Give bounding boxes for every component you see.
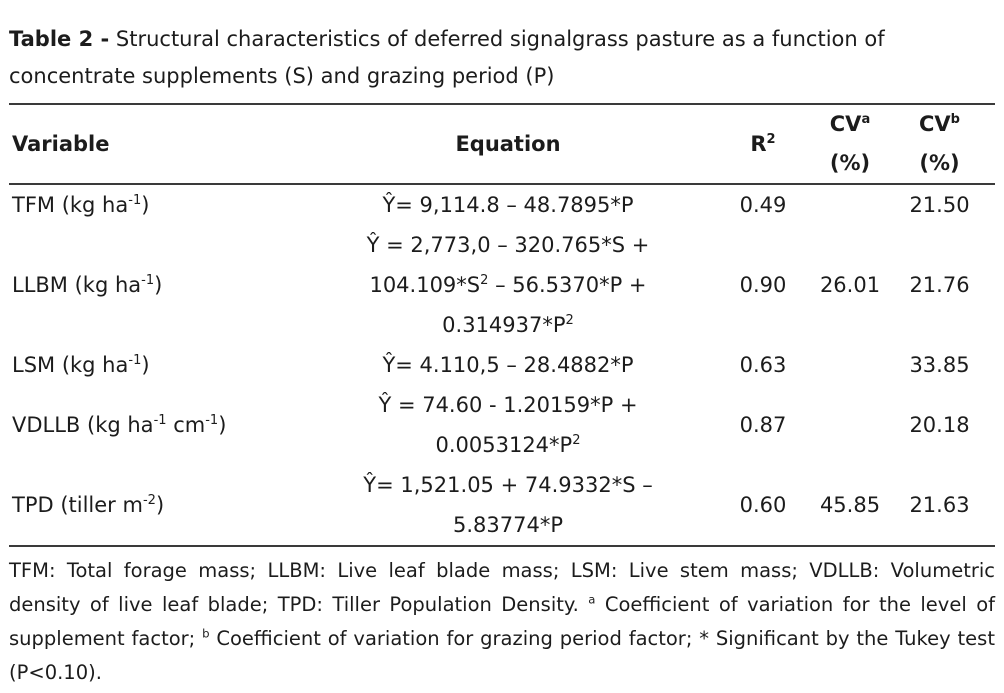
r2-cell: 0.63 xyxy=(739,353,787,377)
equation-cell: Ŷ= 1,521.05 + 74.9332*S – 5.83774*P xyxy=(296,465,720,546)
variable-text: LLBM (kg ha xyxy=(12,273,142,297)
equation-line: Ŷ = 74.60 - 1.20159*P + xyxy=(296,385,720,425)
equation-exponent: 2 xyxy=(480,273,489,288)
variable-text: VDLLB (kg ha xyxy=(12,413,154,437)
equation-text: 0.0053124*P xyxy=(435,433,573,457)
header-r2: R2 xyxy=(720,104,806,185)
variable-text: ) xyxy=(141,193,150,217)
header-cvb-superscript: b xyxy=(950,112,960,127)
table-footnote: TFM: Total forage mass; LLBM: Live leaf … xyxy=(9,547,995,690)
variable-text: ) xyxy=(154,273,163,297)
cvb-cell: 21.50 xyxy=(909,193,970,217)
equation-text: 0.314937*P xyxy=(442,313,566,337)
variable-exponent: -1 xyxy=(128,193,142,208)
variable-exponent: -1 xyxy=(141,273,155,288)
equation-text: 5.83774*P xyxy=(452,513,563,537)
equation-cell: Ŷ = 2,773,0 – 320.765*S + 104.109*S2 – 5… xyxy=(296,225,720,345)
header-cvb: CVb (%) xyxy=(894,104,995,185)
variable-text: ) xyxy=(141,353,150,377)
equation-line: 0.314937*P2 xyxy=(296,305,720,345)
equation-cell: Ŷ= 4.110,5 – 28.4882*P xyxy=(296,345,720,385)
footnote-superscript-a: a xyxy=(588,592,596,607)
cva-cell: 45.85 xyxy=(819,493,881,517)
equation-line: Ŷ = 2,773,0 – 320.765*S + xyxy=(296,225,720,265)
header-cva-base: CV xyxy=(829,112,862,136)
header-row: Variable Equation R2 CVa (%) CVb (%) xyxy=(9,104,995,185)
equation-text: Ŷ= 1,521.05 + 74.9332*S – xyxy=(363,473,653,497)
footnote-text: Coefficient of variation for grazing per… xyxy=(9,627,995,684)
header-variable: Variable xyxy=(9,104,296,185)
header-cva-label: CVa xyxy=(806,105,894,144)
cvb-cell: 20.18 xyxy=(909,413,970,437)
header-cva: CVa (%) xyxy=(806,104,894,185)
header-cvb-unit: (%) xyxy=(919,151,960,175)
equation-exponent: 2 xyxy=(572,433,581,448)
equation-line: Ŷ= 9,114.8 – 48.7895*P xyxy=(296,185,720,225)
equation-text: 104.109*S xyxy=(369,273,481,297)
variable-cell: TFM (kg ha-1) xyxy=(9,184,296,225)
table-row-lsm: LSM (kg ha-1) Ŷ= 4.110,5 – 28.4882*P 0.6… xyxy=(9,345,995,385)
variable-exponent: -2 xyxy=(142,493,156,508)
cva-cell xyxy=(806,184,894,225)
header-cva-superscript: a xyxy=(861,112,871,127)
equation-cell: Ŷ= 9,114.8 – 48.7895*P xyxy=(296,184,720,225)
header-r2-base: R xyxy=(750,131,767,156)
variable-text: ) xyxy=(155,493,165,517)
r2-cell: 0.60 xyxy=(739,493,787,517)
cva-cell xyxy=(806,385,894,465)
r2-cell: 0.90 xyxy=(739,273,787,297)
cvb-cell: 21.63 xyxy=(909,493,970,517)
table-row-tfm: TFM (kg ha-1) Ŷ= 9,114.8 – 48.7895*P 0.4… xyxy=(9,184,995,225)
table-row-vdllb: VDLLB (kg ha-1 cm-1) Ŷ = 74.60 - 1.20159… xyxy=(9,385,995,465)
equation-text: – 56.5370*P + xyxy=(488,273,647,297)
equation-cell: Ŷ = 74.60 - 1.20159*P + 0.0053124*P2 xyxy=(296,385,720,465)
table-caption-label: Table 2 - xyxy=(9,27,110,51)
equation-line: 5.83774*P xyxy=(296,505,720,545)
cvb-cell: 33.85 xyxy=(909,353,970,377)
table-row-llbm: LLBM (kg ha-1) Ŷ = 2,773,0 – 320.765*S +… xyxy=(9,225,995,345)
variable-exponent: -1 xyxy=(153,413,167,428)
results-table: Variable Equation R2 CVa (%) CVb (%) TFM… xyxy=(9,103,995,547)
variable-text: LSM (kg ha xyxy=(12,353,129,377)
cva-cell xyxy=(806,345,894,385)
cva-cell: 26.01 xyxy=(819,273,881,297)
header-equation: Equation xyxy=(296,104,720,185)
header-cva-unit: (%) xyxy=(829,151,871,175)
variable-exponent: -1 xyxy=(205,413,219,428)
variable-text: cm xyxy=(166,413,206,437)
variable-cell: LLBM (kg ha-1) xyxy=(9,225,296,345)
variable-cell: LSM (kg ha-1) xyxy=(9,345,296,385)
equation-text: Ŷ = 74.60 - 1.20159*P + xyxy=(378,393,638,417)
cvb-cell: 21.76 xyxy=(909,273,970,297)
variable-text: TPD (tiller m xyxy=(12,493,143,517)
variable-cell: TPD (tiller m-2) xyxy=(9,465,296,546)
equation-text: Ŷ = 2,773,0 – 320.765*S + xyxy=(366,233,650,257)
equation-text: Ŷ= 4.110,5 – 28.4882*P xyxy=(382,353,634,377)
equation-line: 0.0053124*P2 xyxy=(296,425,720,465)
footnote-text: Coefficient of variation for the level o… xyxy=(9,593,995,650)
header-cvb-label: CVb xyxy=(894,105,985,144)
header-cvb-base: CV xyxy=(919,112,951,136)
header-r2-exponent: 2 xyxy=(766,131,776,147)
footnote-text: TFM: Total forage mass; LLBM: Live leaf … xyxy=(9,559,995,616)
variable-text: ) xyxy=(218,413,227,437)
table-caption: Table 2 - Structural characteristics of … xyxy=(9,0,995,103)
table-caption-text: Structural characteristics of deferred s… xyxy=(9,27,885,88)
r2-cell: 0.87 xyxy=(739,413,787,437)
equation-line: Ŷ= 4.110,5 – 28.4882*P xyxy=(296,345,720,385)
r2-cell: 0.49 xyxy=(739,193,787,217)
footnote-superscript-b: b xyxy=(202,626,210,641)
variable-cell: VDLLB (kg ha-1 cm-1) xyxy=(9,385,296,465)
equation-text: Ŷ= 9,114.8 – 48.7895*P xyxy=(382,193,634,217)
equation-exponent: 2 xyxy=(565,313,574,328)
variable-exponent: -1 xyxy=(128,353,142,368)
equation-line: Ŷ= 1,521.05 + 74.9332*S – xyxy=(296,465,720,505)
equation-line: 104.109*S2 – 56.5370*P + xyxy=(296,265,720,305)
variable-text: TFM (kg ha xyxy=(12,193,129,217)
table-row-tpd: TPD (tiller m-2) Ŷ= 1,521.05 + 74.9332*S… xyxy=(9,465,995,546)
